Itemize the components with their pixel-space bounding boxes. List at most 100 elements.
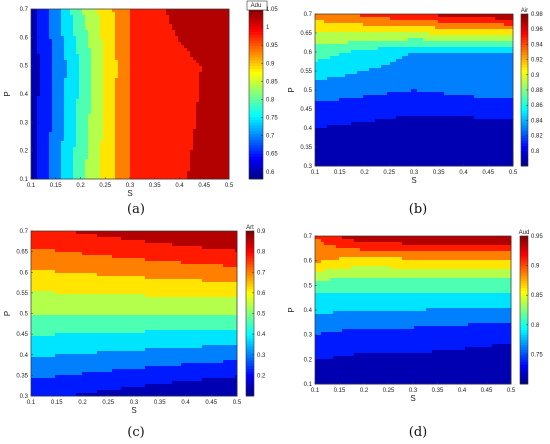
contour-cell — [154, 42, 158, 46]
contour-cell — [118, 24, 122, 28]
contour-cell — [37, 9, 41, 13]
contour-cell — [184, 147, 188, 151]
contour-cell — [115, 132, 119, 136]
contour-cell — [148, 111, 152, 115]
contour-cell — [148, 162, 152, 166]
contour-cell — [223, 138, 227, 142]
contour-cell — [103, 30, 107, 34]
contour-cell — [130, 147, 134, 151]
contour-cell — [55, 96, 59, 100]
contour-cell — [160, 15, 164, 19]
contour-cell — [390, 29, 394, 33]
contour-cell — [372, 59, 376, 63]
contour-cell — [160, 18, 164, 22]
contour-cell — [226, 105, 230, 109]
contour-cell — [441, 47, 445, 51]
contour-cell — [127, 93, 131, 97]
contour-cell — [387, 44, 391, 48]
contour-cell — [345, 41, 349, 45]
contour-cell — [55, 126, 59, 130]
contour-cell — [58, 87, 62, 91]
contour-cell — [378, 50, 382, 54]
contour-cell — [444, 50, 448, 54]
contour-cell — [34, 63, 38, 67]
contour-cell — [160, 102, 164, 106]
contour-cell — [37, 126, 41, 130]
contour-cell — [46, 66, 50, 70]
contour-cell — [211, 57, 215, 61]
contour-cell — [106, 45, 110, 49]
contour-cell — [166, 114, 170, 118]
contour-cell — [375, 23, 379, 27]
contour-cell — [112, 105, 116, 109]
contour-cell — [214, 9, 218, 13]
contour-cell — [46, 177, 50, 180]
contour-cell — [327, 59, 331, 63]
contour-cell — [510, 23, 514, 27]
contour-cell — [109, 114, 113, 118]
contour-cell — [46, 42, 50, 46]
contour-cell — [169, 33, 173, 37]
contour-cell — [318, 44, 322, 48]
contour-cell — [166, 57, 170, 61]
contour-cell — [223, 123, 227, 127]
contour-cell — [351, 53, 355, 57]
contour-cell — [40, 48, 44, 52]
contour-cell — [372, 17, 376, 21]
contour-cell — [118, 96, 122, 100]
contour-cell — [88, 66, 92, 70]
contour-cell — [148, 141, 152, 145]
contour-cell — [85, 39, 89, 43]
contour-cell — [136, 33, 140, 37]
y-tick-label: 0.2 — [20, 149, 29, 155]
contour-cell — [115, 120, 119, 124]
contour-cell — [205, 24, 209, 28]
contour-cell — [226, 159, 230, 163]
contour-cell — [172, 87, 176, 91]
contour-cell — [220, 168, 224, 172]
contour-cell — [214, 129, 218, 133]
contour-cell — [432, 44, 436, 48]
contour-cell — [118, 81, 122, 85]
contour-cell — [112, 117, 116, 121]
contour-cell — [453, 32, 457, 36]
contour-cell — [97, 144, 101, 148]
contour-cell — [160, 30, 164, 34]
contour-cell — [118, 12, 122, 16]
contour-cell — [46, 159, 50, 163]
contour-cell — [157, 27, 161, 31]
contour-cell — [181, 69, 185, 73]
contour-cell — [154, 150, 158, 154]
contour-cell — [226, 147, 230, 151]
contour-cell — [510, 47, 514, 51]
contour-cell — [142, 9, 146, 13]
contour-cell — [190, 156, 194, 160]
contour-cell — [64, 36, 68, 40]
contour-cell — [64, 21, 68, 25]
contour-cell — [414, 26, 418, 30]
contour-cell — [175, 135, 179, 139]
contour-cell — [64, 12, 68, 16]
contour-cell — [100, 57, 104, 61]
contour-cell — [94, 111, 98, 115]
contour-cell — [130, 15, 134, 19]
contour-cell — [151, 69, 155, 73]
contour-cell — [61, 30, 65, 34]
contour-cell — [49, 138, 53, 142]
contour-cell — [79, 18, 83, 22]
contour-cell — [190, 177, 194, 180]
contour-cell — [492, 38, 496, 42]
contour-cell — [214, 138, 218, 142]
contour-cell — [85, 117, 89, 121]
contour-cell — [49, 177, 53, 180]
contour-cell — [118, 114, 122, 118]
contour-cell — [37, 138, 41, 142]
contour-cell — [67, 144, 71, 148]
contour-cell — [166, 123, 170, 127]
contour-cell — [199, 120, 203, 124]
contour-cell — [55, 39, 59, 43]
contour-cell — [438, 53, 442, 57]
contour-cell — [324, 59, 328, 63]
contour-cell — [43, 168, 47, 172]
contour-cell — [214, 174, 218, 178]
